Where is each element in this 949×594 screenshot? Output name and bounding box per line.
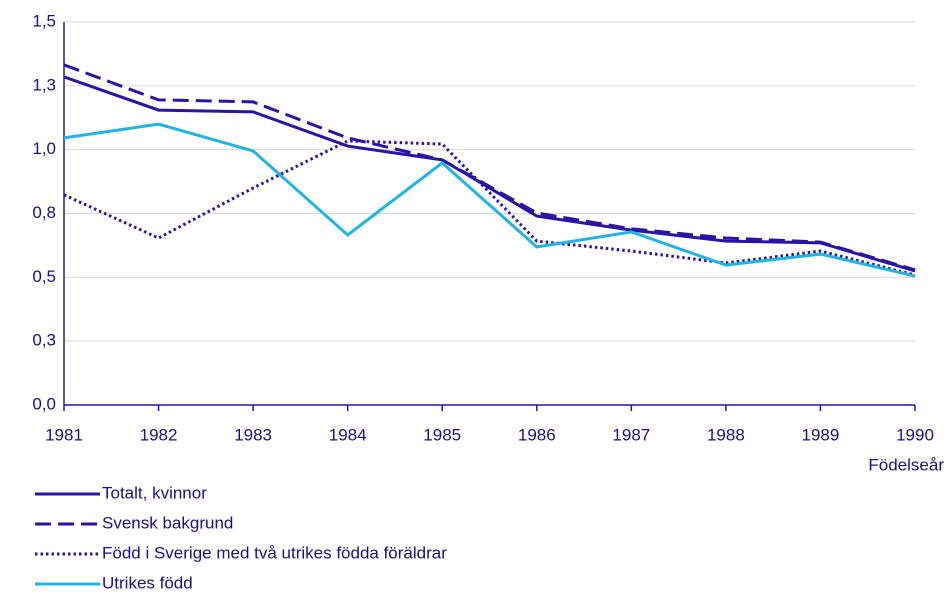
x-tick-label: 1988 [707,425,745,444]
y-tick-label: 0,0 [32,394,56,413]
x-axis-label: Födelseår [868,455,944,474]
y-tick-label: 1,3 [32,75,56,94]
legend-label: Totalt, kvinnor [102,483,207,502]
x-tick-label: 1985 [423,425,461,444]
y-tick-label: 1,0 [32,139,56,158]
x-tick-label: 1986 [518,425,556,444]
x-tick-label: 1989 [802,425,840,444]
series-line [63,122,916,278]
y-tick-label: 0,3 [32,331,56,350]
series-line [63,75,916,273]
series-line [63,139,916,277]
y-tick-label: 0,8 [32,203,56,222]
x-tick-label: 1987 [612,425,650,444]
x-tick-label: 1990 [896,425,934,444]
legend-label: Utrikes född [102,573,193,592]
y-tick-label: 0,5 [32,267,56,286]
legend-label: Svensk bakgrund [102,513,233,532]
y-tick-label: 1,5 [32,11,56,30]
x-tick-label: 1983 [234,425,272,444]
series-line [63,63,916,272]
x-tick-label: 1981 [45,425,83,444]
legend-label: Född i Sverige med två utrikes födda för… [102,543,447,562]
x-tick-label: 1982 [140,425,178,444]
x-tick-label: 1984 [329,425,367,444]
